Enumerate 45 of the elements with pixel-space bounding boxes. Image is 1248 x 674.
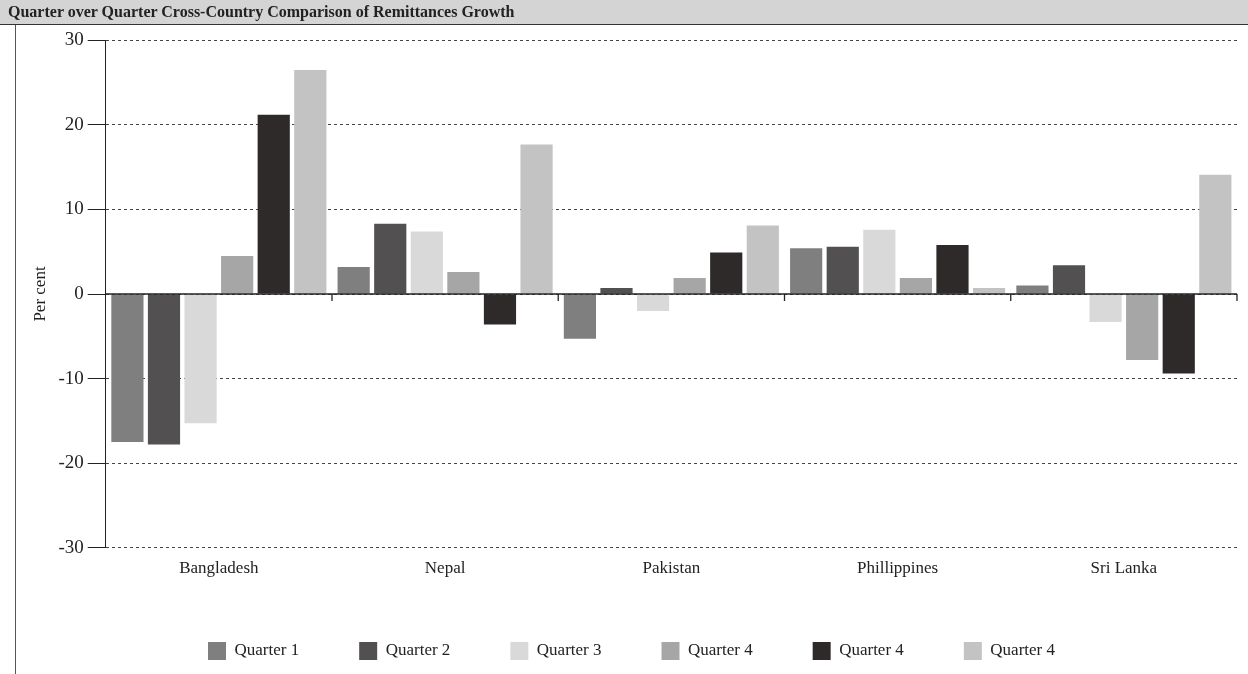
legend-label: Quarter 4	[990, 640, 1056, 660]
chart-title: Quarter over Quarter Cross-Country Comparison of Remittances Growth	[8, 3, 515, 21]
y-axis-title: Per cent	[29, 266, 49, 322]
bar	[374, 223, 407, 294]
bar	[790, 248, 823, 294]
y-tick-label: -20	[58, 451, 84, 473]
bar	[1016, 285, 1049, 294]
x-tick-label: Phillippines	[857, 558, 939, 578]
bar	[899, 277, 932, 294]
bar	[972, 288, 1006, 294]
bar	[1199, 174, 1232, 294]
y-tick-label: -10	[58, 366, 84, 388]
bar	[447, 272, 480, 294]
bar	[410, 231, 443, 294]
y-tick-label: 20	[64, 112, 84, 134]
legend-label: Quarter 4	[688, 640, 754, 660]
x-tick-label: Bangladesh	[179, 558, 259, 578]
y-tick-label: 30	[64, 28, 84, 50]
bar	[1089, 294, 1122, 322]
bar	[600, 288, 633, 294]
bar	[184, 294, 217, 424]
bar	[636, 294, 670, 311]
legend-label: Quarter 2	[385, 640, 451, 660]
bar	[520, 144, 553, 294]
x-tick-label: Pakistan	[642, 558, 701, 578]
x-tick-label: Sri Lanka	[1090, 558, 1158, 578]
bar	[746, 225, 779, 294]
legend-label: Quarter 3	[536, 640, 602, 660]
bar	[337, 266, 370, 294]
y-tick-label: -30	[58, 535, 84, 557]
x-tick-label: Nepal	[424, 558, 466, 578]
bar	[863, 229, 896, 294]
bar	[147, 294, 181, 445]
legend-label: Quarter 1	[234, 640, 300, 660]
bar	[111, 294, 144, 442]
bar	[826, 246, 859, 294]
y-tick-label: 10	[64, 197, 84, 219]
bar	[563, 294, 597, 339]
bar	[1052, 265, 1086, 294]
bar	[1126, 294, 1159, 360]
bar	[294, 69, 327, 294]
bar	[673, 277, 706, 294]
y-tick-label: 0	[74, 281, 84, 303]
legend-label: Quarter 4	[839, 640, 905, 660]
bar	[221, 255, 254, 294]
